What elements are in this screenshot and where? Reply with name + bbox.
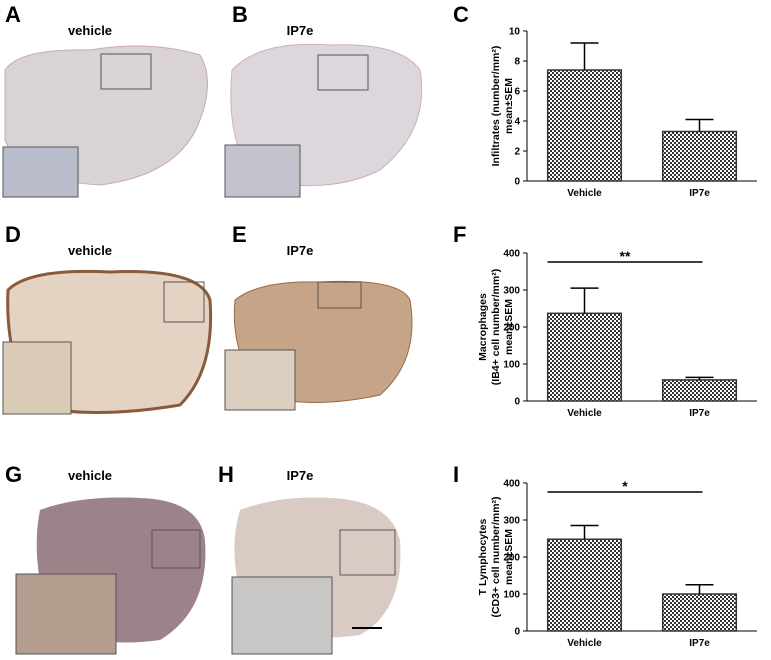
panel-letter: D xyxy=(5,222,21,247)
panel-label: IP7e xyxy=(287,468,314,483)
inset xyxy=(231,576,333,655)
bar xyxy=(546,538,623,632)
y-tick-label: 400 xyxy=(503,249,520,260)
y-tick-label: 0 xyxy=(514,177,520,188)
panel-letter: F xyxy=(453,222,466,247)
panel-label: vehicle xyxy=(68,468,112,483)
error-bar xyxy=(570,524,599,540)
significance-label: * xyxy=(622,478,628,494)
y-axis-title: mean±SEM xyxy=(503,299,515,355)
panel-letter: A xyxy=(5,2,21,27)
panel-label: vehicle xyxy=(68,243,112,258)
y-axis-title: mean±SEM xyxy=(503,529,515,585)
bar xyxy=(661,379,738,402)
y-tick-label: 400 xyxy=(503,479,520,490)
y-axis-title: (IB4+ cell number/mm²) xyxy=(490,269,502,385)
panel-letter: H xyxy=(218,462,234,487)
y-axis-title: T Lymphocytes xyxy=(477,519,489,596)
x-tick-label: IP7e xyxy=(689,188,710,199)
bar xyxy=(661,593,738,632)
panel-letter: E xyxy=(232,222,247,247)
y-tick-label: 10 xyxy=(509,27,521,38)
y-tick-label: 4 xyxy=(514,117,520,128)
inset xyxy=(224,144,301,198)
bar xyxy=(661,130,738,182)
y-tick-label: 300 xyxy=(503,516,520,527)
y-tick-label: 200 xyxy=(503,323,520,334)
y-tick-label: 100 xyxy=(503,360,520,371)
zoom-box xyxy=(317,281,362,309)
panel-letter: B xyxy=(232,2,248,27)
panel-label: IP7e xyxy=(287,23,314,38)
zoom-box xyxy=(151,529,201,569)
significance-label: ** xyxy=(620,248,631,264)
y-tick-label: 0 xyxy=(514,627,520,638)
error-bar xyxy=(685,118,714,132)
x-tick-label: Vehicle xyxy=(567,638,602,649)
y-tick-label: 2 xyxy=(514,147,520,158)
inset xyxy=(224,349,296,411)
y-tick-label: 8 xyxy=(514,57,520,68)
y-tick-label: 6 xyxy=(514,87,520,98)
y-axis-title: Macrophages xyxy=(477,293,489,361)
x-tick-label: Vehicle xyxy=(567,408,602,419)
error-bar xyxy=(570,287,599,314)
y-tick-label: 100 xyxy=(503,590,520,601)
y-axis-title: Infiltrates (number/mm²) xyxy=(490,46,502,167)
y-axis-title: mean±SEM xyxy=(503,78,515,134)
bar xyxy=(546,312,623,402)
bar xyxy=(546,69,623,182)
y-tick-label: 200 xyxy=(503,553,520,564)
inset xyxy=(2,341,72,415)
zoom-box xyxy=(317,54,369,91)
y-tick-label: 300 xyxy=(503,286,520,297)
zoom-box xyxy=(100,53,152,90)
error-bar xyxy=(685,376,714,380)
panel-letter: C xyxy=(453,2,469,27)
panel-label: IP7e xyxy=(287,243,314,258)
x-tick-label: Vehicle xyxy=(567,188,602,199)
panel-letter: I xyxy=(453,462,459,487)
error-bar xyxy=(685,584,714,594)
x-tick-label: IP7e xyxy=(689,638,710,649)
panel-label: vehicle xyxy=(68,23,112,38)
y-tick-label: 0 xyxy=(514,397,520,408)
y-axis-title: (CD3+ cell number/mm²) xyxy=(490,496,502,617)
inset xyxy=(15,573,117,655)
micrographs xyxy=(2,43,423,655)
x-tick-label: IP7e xyxy=(689,408,710,419)
zoom-box xyxy=(163,281,205,323)
zoom-box xyxy=(339,529,396,576)
inset xyxy=(2,146,79,198)
error-bar xyxy=(570,42,599,70)
panel-letter: G xyxy=(5,462,22,487)
